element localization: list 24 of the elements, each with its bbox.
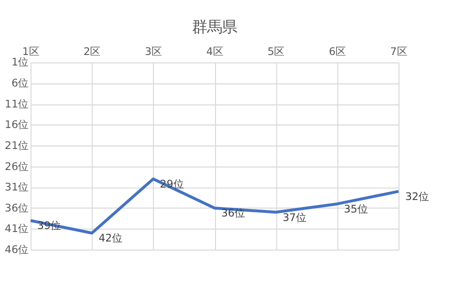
data-label: 36位	[221, 208, 246, 220]
y-tick-label: 21位	[4, 140, 30, 152]
x-tick-label: 1区	[22, 46, 40, 58]
y-tick-label: 6位	[11, 78, 30, 90]
x-tick-label: 6区	[328, 46, 347, 58]
line-series	[29, 177, 400, 234]
y-tick-label: 41位	[4, 223, 30, 236]
y-tick-label: 1位	[11, 56, 30, 69]
chart-title: 群馬県	[192, 18, 238, 36]
data-label: 32位	[405, 191, 430, 204]
y-tick-label: 26位	[4, 160, 30, 173]
data-label: 35位	[344, 203, 368, 216]
y-tick-label: 31位	[4, 182, 30, 194]
x-tick-label: 3区	[144, 46, 163, 58]
y-tick-label: 36位	[4, 202, 30, 214]
data-label: 37位	[282, 212, 307, 224]
y-tick-label: 16位	[4, 119, 30, 132]
x-tick-label: 7区	[390, 46, 408, 58]
y-tick-label: 46位	[4, 244, 30, 256]
y-tick-label: 11位	[4, 98, 30, 110]
x-tick-label: 4区	[206, 46, 224, 58]
x-tick-label: 2区	[84, 46, 102, 58]
data-label: 42位	[98, 232, 123, 245]
x-tick-label: 5区	[268, 46, 286, 58]
